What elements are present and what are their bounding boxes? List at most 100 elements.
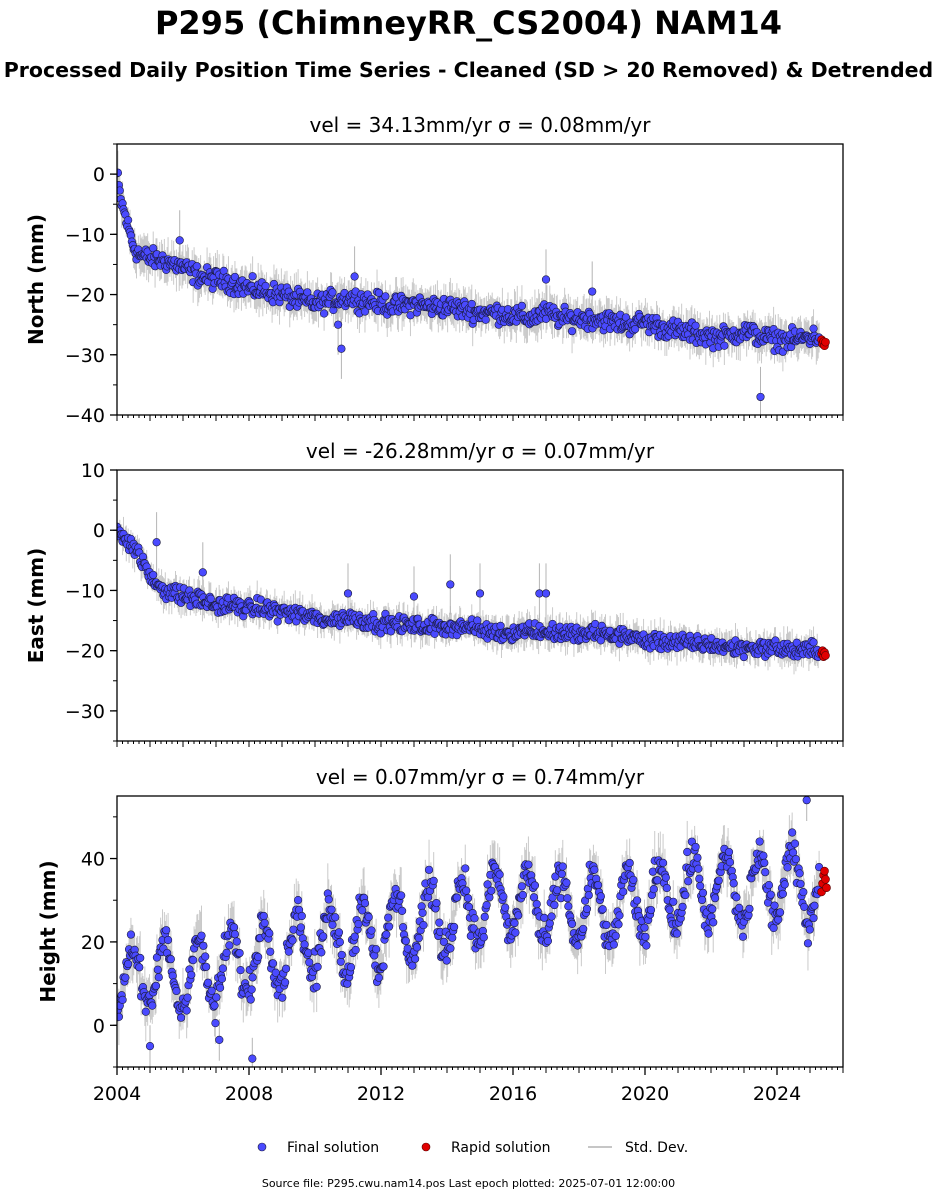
- final-point: [614, 920, 623, 929]
- final-point: [225, 941, 234, 950]
- final-point: [809, 638, 818, 647]
- final-point: [501, 903, 510, 912]
- final-point: [141, 1007, 150, 1016]
- final-point: [303, 288, 312, 297]
- rapid-point: [821, 337, 830, 347]
- final-point: [337, 950, 346, 960]
- final-point: [372, 945, 381, 954]
- final-point: [462, 886, 471, 895]
- outlier-point: [248, 1054, 257, 1063]
- final-point: [384, 913, 393, 922]
- final-point: [517, 301, 527, 311]
- y-tick-label: −20: [65, 641, 105, 663]
- final-point: [266, 947, 275, 956]
- final-point: [429, 876, 438, 885]
- y-tick-label: −20: [65, 285, 105, 307]
- final-point: [735, 903, 744, 912]
- final-point: [646, 905, 656, 915]
- final-point: [189, 956, 198, 965]
- final-point: [135, 963, 144, 972]
- final-point: [764, 881, 774, 890]
- final-point: [543, 936, 553, 946]
- final-point: [230, 272, 240, 282]
- final-point: [126, 930, 136, 939]
- final-point: [672, 929, 682, 938]
- final-point: [136, 953, 145, 963]
- final-point: [631, 324, 640, 334]
- final-point: [324, 895, 333, 904]
- final-point: [176, 1013, 186, 1022]
- final-point: [469, 924, 478, 933]
- final-point: [567, 327, 577, 336]
- y-tick-label: −40: [65, 405, 105, 427]
- final-point: [328, 920, 337, 929]
- final-point: [510, 918, 519, 928]
- final-point: [327, 905, 336, 914]
- final-point: [446, 944, 455, 953]
- final-solution-points: [117, 796, 824, 1063]
- final-point: [602, 920, 611, 930]
- final-point: [452, 893, 462, 902]
- final-point: [201, 952, 210, 961]
- final-point: [661, 873, 670, 882]
- final-point: [707, 634, 716, 643]
- final-point: [235, 948, 244, 958]
- final-point: [678, 902, 687, 911]
- y-tick-label: 0: [93, 164, 105, 186]
- y-tick-label: 20: [81, 932, 105, 954]
- final-point: [217, 974, 227, 983]
- final-point: [313, 962, 322, 971]
- final-point: [640, 923, 649, 932]
- final-point: [496, 621, 505, 630]
- final-point: [199, 941, 208, 950]
- y-tick-label: 0: [93, 520, 105, 542]
- outlier-point: [446, 580, 455, 589]
- final-point: [800, 902, 809, 912]
- outlier-point: [198, 568, 207, 577]
- final-point: [187, 970, 196, 979]
- final-point: [296, 923, 305, 932]
- outlier-point: [350, 272, 359, 281]
- data-layer: [117, 512, 830, 675]
- final-point: [148, 1001, 157, 1010]
- final-point: [775, 908, 785, 917]
- final-point: [649, 884, 658, 894]
- outlier-point: [343, 589, 353, 598]
- final-point: [470, 914, 479, 923]
- final-point: [419, 921, 428, 930]
- final-point: [511, 928, 520, 937]
- final-point: [611, 931, 620, 941]
- final-point: [281, 964, 291, 973]
- final-point: [795, 869, 804, 878]
- data-layer: [117, 796, 831, 1067]
- final-point: [691, 321, 700, 330]
- outlier-point: [215, 1035, 224, 1044]
- final-point: [499, 892, 508, 901]
- rapid-solution-points: [817, 866, 831, 897]
- final-point: [558, 862, 567, 871]
- final-point: [708, 904, 717, 914]
- final-point: [172, 986, 181, 996]
- final-point: [364, 912, 373, 922]
- final-point: [681, 890, 690, 900]
- final-point: [783, 863, 792, 872]
- final-point: [792, 638, 801, 647]
- final-point: [641, 932, 650, 941]
- final-point: [481, 315, 490, 324]
- final-point: [222, 948, 231, 957]
- final-point: [809, 324, 818, 333]
- final-point: [450, 922, 459, 932]
- final-point: [398, 906, 407, 915]
- outlier-point: [588, 287, 597, 296]
- final-point: [350, 932, 359, 941]
- final-point: [596, 892, 605, 901]
- final-point: [381, 292, 390, 301]
- final-point: [562, 878, 571, 887]
- final-solution-points: [117, 522, 824, 662]
- final-point: [483, 880, 492, 889]
- final-point: [182, 1006, 191, 1015]
- outlier-point: [145, 1042, 155, 1051]
- final-point: [236, 966, 245, 975]
- final-point: [360, 899, 370, 908]
- final-point: [553, 886, 562, 895]
